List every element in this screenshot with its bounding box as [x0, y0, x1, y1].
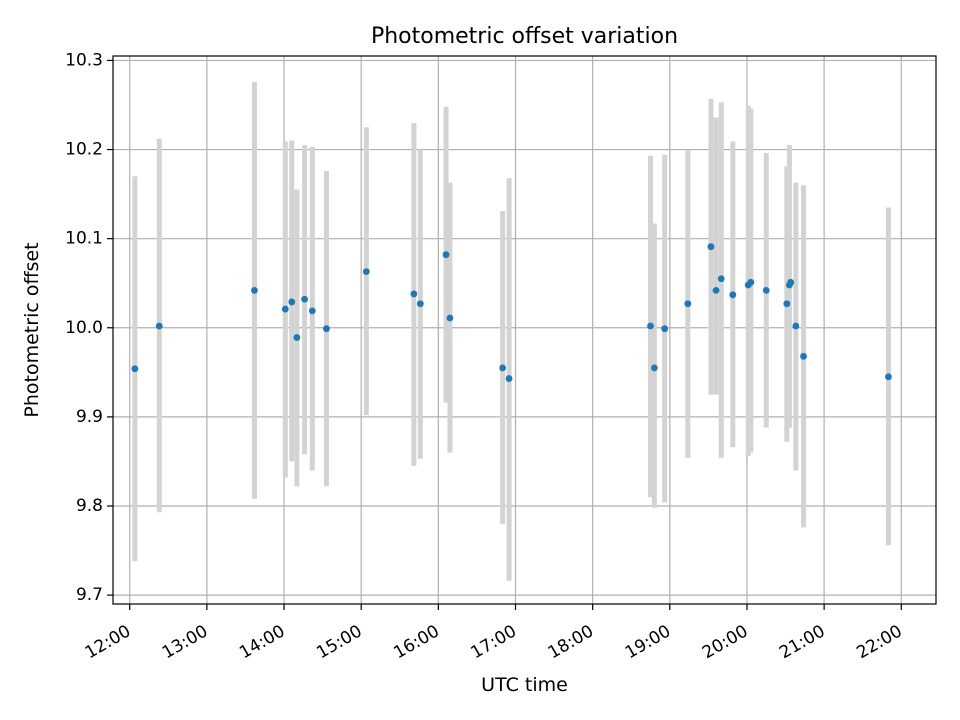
- data-point: [410, 290, 418, 298]
- data-point: [800, 352, 807, 360]
- data-point: [647, 322, 654, 330]
- data-point: [323, 325, 330, 333]
- data-point: [308, 307, 316, 315]
- y-tick-label: 10.0: [65, 318, 103, 338]
- y-tick-label: 10.3: [65, 50, 103, 70]
- data-point: [131, 365, 139, 373]
- x-axis-label: UTC time: [481, 674, 568, 696]
- data-point: [707, 243, 715, 251]
- data-point: [442, 251, 450, 259]
- data-point: [787, 278, 795, 286]
- y-tick-label: 10.2: [65, 140, 103, 160]
- grid-lines: [113, 56, 936, 604]
- data-point: [717, 275, 725, 283]
- y-axis-label: Photometric offset: [21, 242, 43, 417]
- data-point: [288, 298, 296, 306]
- data-point: [281, 305, 289, 313]
- data-point: [792, 322, 800, 330]
- data-point: [251, 286, 258, 294]
- data-point: [729, 291, 737, 299]
- data-points: [131, 243, 892, 382]
- data-point: [505, 375, 513, 382]
- data-point: [747, 278, 755, 286]
- data-point: [762, 286, 770, 294]
- data-point: [155, 322, 163, 330]
- data-point: [661, 325, 669, 333]
- data-point: [499, 364, 507, 372]
- data-point: [416, 300, 424, 308]
- data-point: [362, 268, 370, 276]
- y-tick-label: 9.8: [76, 496, 103, 516]
- data-point: [684, 300, 692, 308]
- y-axis-ticks: 9.7 9.8 9.9 10.0 10.1 10.2 10.3: [65, 50, 113, 605]
- data-point: [446, 314, 454, 322]
- data-point: [293, 334, 301, 341]
- y-tick-label: 9.9: [76, 407, 103, 427]
- y-tick-label: 10.1: [65, 229, 103, 249]
- data-point: [712, 286, 720, 294]
- chart-title: Photometric offset variation: [371, 24, 678, 49]
- data-point: [783, 300, 791, 308]
- data-point: [885, 373, 892, 381]
- data-point: [301, 295, 309, 303]
- y-tick-label: 9.7: [76, 585, 103, 605]
- data-point: [650, 364, 658, 372]
- axes-frame: [112, 55, 937, 605]
